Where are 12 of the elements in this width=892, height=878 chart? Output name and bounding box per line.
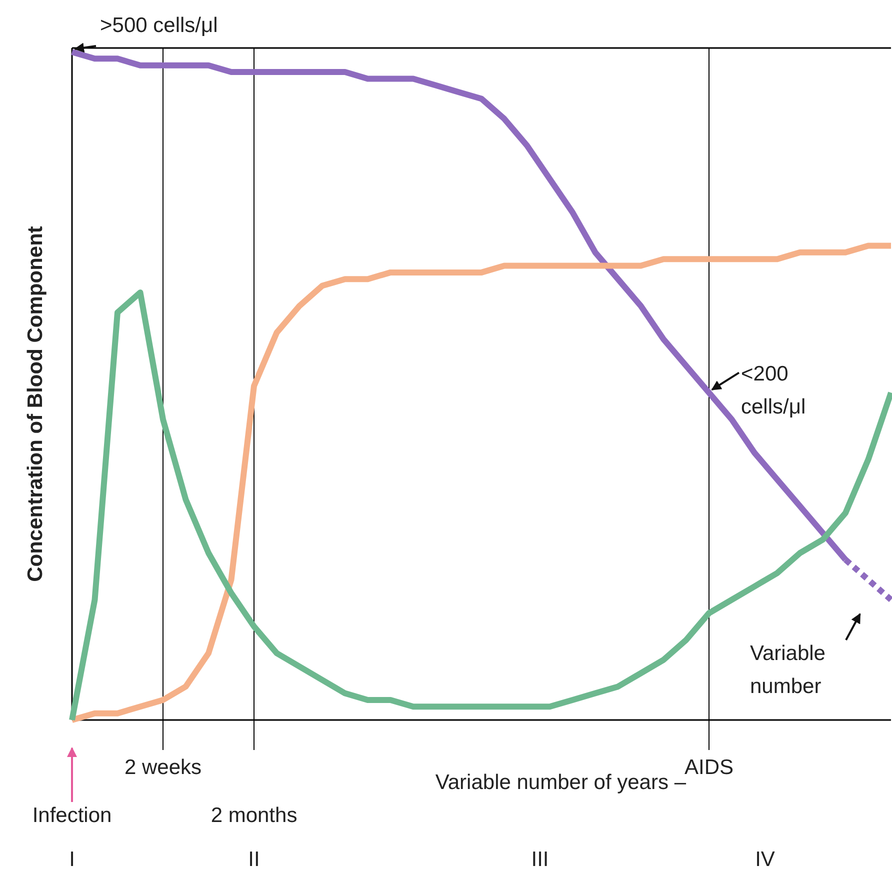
text: II (248, 848, 260, 871)
text: IV (755, 848, 775, 871)
x-tick-label: Infection (32, 804, 112, 827)
annotation: >500 cells/μl (100, 14, 218, 37)
annotation: <200 cells/μl (741, 362, 806, 419)
annotation: Variable number (750, 642, 826, 698)
y-axis-title: Concentration of Blood Component (24, 226, 47, 582)
x-tick-label: AIDS (684, 756, 734, 779)
x-tick-label: 2 weeks (124, 756, 202, 779)
text: I (69, 848, 75, 871)
x-tick-label: 2 months (210, 804, 298, 827)
text: III (531, 848, 549, 871)
